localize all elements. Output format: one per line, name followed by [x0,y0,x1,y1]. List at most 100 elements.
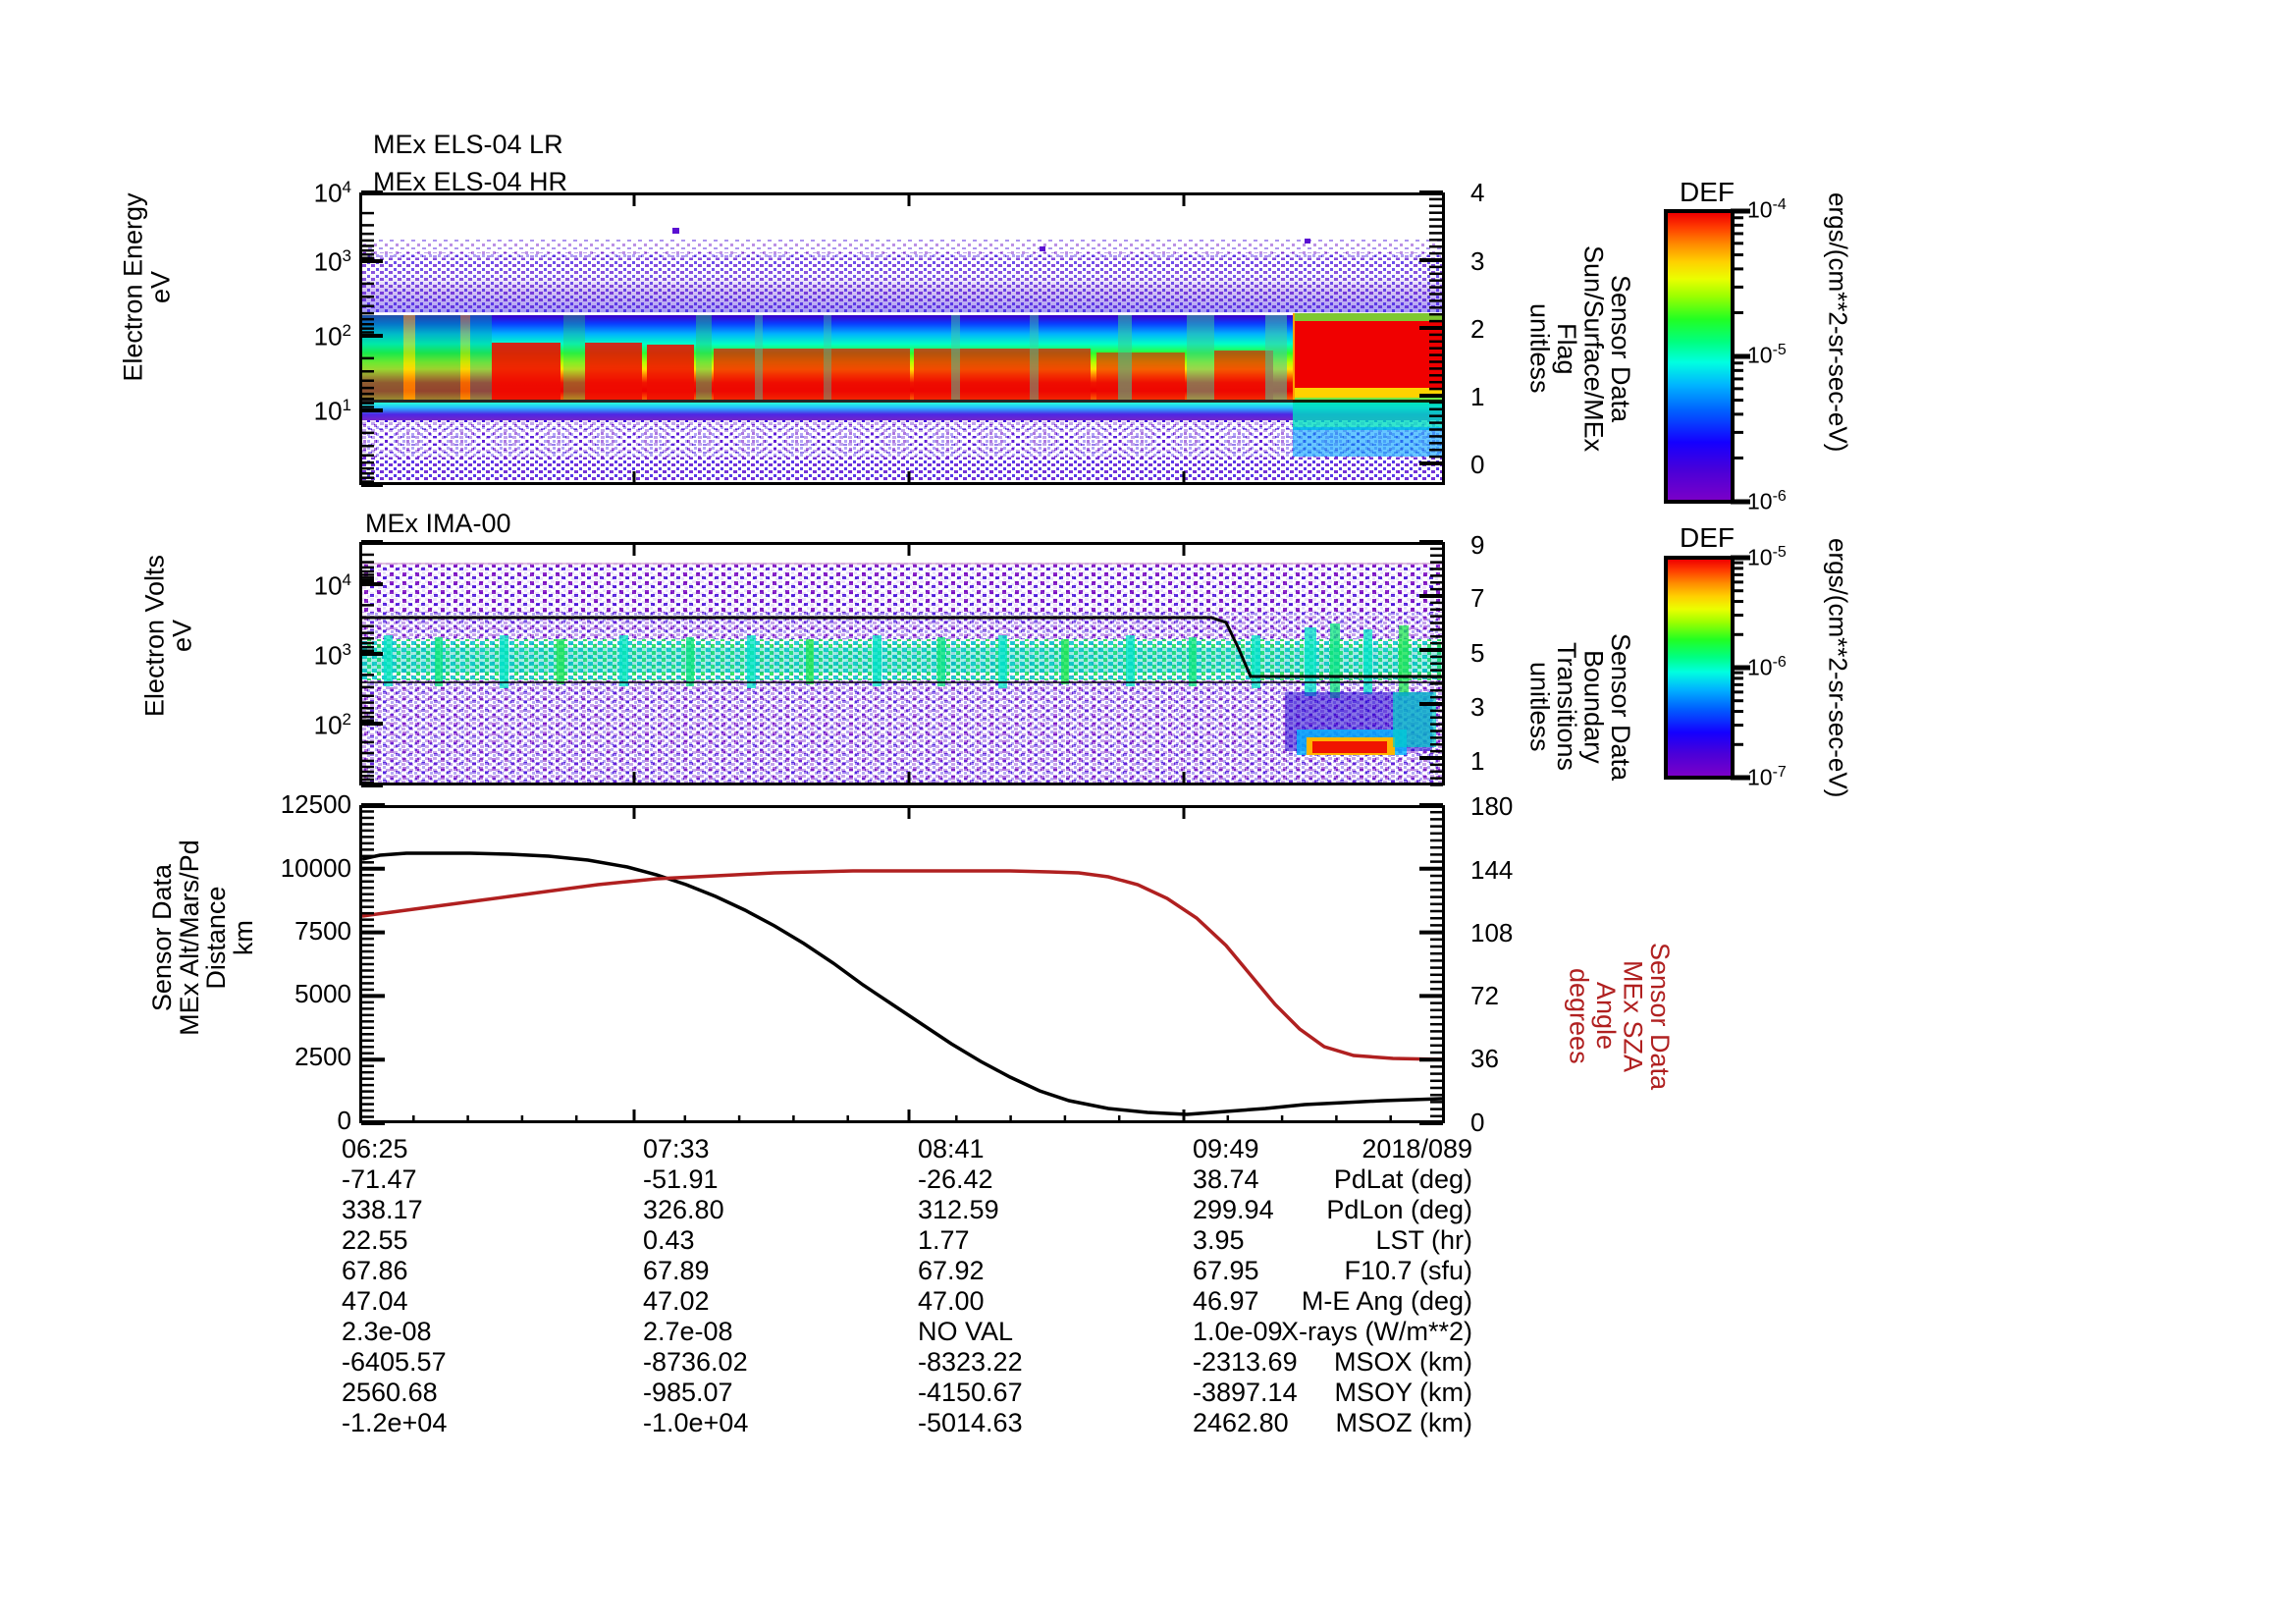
table-row: F10.7 (sfu) 67.86 67.89 67.92 67.95 [0,1256,1472,1286]
panel1-rtick-3: 3 [1470,246,1485,276]
table-cell: -1.0e+04 [643,1408,749,1437]
table-cell: 67.89 [643,1256,710,1285]
table-cell: 67.92 [918,1256,985,1285]
colorbar2-label-top: 10-5 [1747,544,1787,570]
table-row: M-E Ang (deg) 47.04 47.02 47.00 46.97 [0,1286,1472,1317]
panel1-rtick-0: 0 [1470,450,1485,479]
panel2-rtick-9: 9 [1470,530,1485,560]
table-cell: -2313.69 [1193,1347,1298,1377]
panel1-ytick-100: 102 [313,321,351,352]
table-row-label: MSOX (km) [1334,1347,1472,1377]
panel-altitude-sza-lineplot[interactable] [359,805,1445,1123]
table-row-label: MSOY (km) [1334,1378,1473,1407]
table-cell: 46.97 [1193,1286,1259,1316]
table-row-label: LST (hr) [1375,1225,1472,1255]
table-row: MSOY (km) 2560.68 -985.07 -4150.67 -3897.14 [0,1378,1472,1408]
panel1-rtick-1: 1 [1470,382,1485,411]
table-row-label: PdLat (deg) [1333,1164,1472,1194]
table-cell: -985.07 [643,1378,733,1407]
table-cell: 09:49 [1193,1134,1259,1163]
table-cell: -8736.02 [643,1347,748,1377]
series-sza [362,869,1442,1061]
table-cell: 312.59 [918,1195,999,1224]
table-cell: 38.74 [1193,1164,1259,1194]
colorbar2-gradient [1668,560,1731,776]
table-cell: 3.95 [1193,1225,1245,1255]
table-row-label: MSOZ (km) [1335,1408,1472,1437]
panel3-rtick-0: 0 [1470,1108,1485,1137]
colorbar1-label-bottom: 10-6 [1747,488,1787,514]
table-cell: 1.0e-09 [1193,1317,1283,1346]
table-cell: 08:41 [918,1134,985,1163]
panel3-ytick-12500: 12500 [280,789,351,819]
panel3-ytick-7500: 7500 [294,916,351,946]
table-cell: 22.55 [342,1225,408,1255]
table-row: PdLat (deg) -71.47 -51.91 -26.42 38.74 [0,1164,1472,1195]
panel3-rtick-36: 36 [1470,1044,1499,1073]
ephemeris-table: 2018/089 06:25 07:33 08:41 09:49 PdLat (deg) -… [0,1134,1472,1438]
table-row: MSOX (km) -6405.57 -8736.02 -8323.22 -2313.6… [0,1347,1472,1378]
panel2-title: MEx IMA-00 [365,509,511,538]
table-row: 2018/089 06:25 07:33 08:41 09:49 [0,1134,1472,1164]
panel1-ytick-10: 101 [313,396,351,426]
colorbar2-title: DEF [1680,522,1735,553]
colorbar1 [1664,209,1735,504]
table-cell: -1.2e+04 [342,1408,448,1437]
colorbar1-label-mid: 10-5 [1747,342,1787,368]
table-cell: 2.3e-08 [342,1317,432,1346]
panel2-y-axis-label: Electron Volts eV [139,554,196,718]
panel2-ytick-1000: 103 [313,640,351,671]
table-cell: 0.43 [643,1225,695,1255]
table-cell: 338.17 [342,1195,423,1224]
panel3-ytick-10000: 10000 [280,853,351,883]
series-altitude [362,851,1442,1116]
table-row: PdLon (deg) 338.17 326.80 312.59 299.94 [0,1195,1472,1225]
table-cell: NO VAL [918,1317,1014,1346]
panel1-spectrogram-image [362,195,1442,482]
panel3-ytick-0: 0 [337,1106,351,1135]
panel3-right-axis-label: Sensor Data MEx SZA Angle degrees [1564,942,1676,1091]
panel2-rtick-1: 1 [1470,746,1485,776]
panel3-y-axis-label: Sensor Data MEx Alt/Mars/Pd Distance km [146,839,258,1036]
colorbar2-unit-label: ergs/(cm**2-sr-sec-eV) [1823,538,1853,798]
panel2-ytick-10000: 104 [313,570,351,601]
colorbar1-unit-label: ergs/(cm**2-sr-sec-eV) [1823,192,1853,453]
table-cell: 47.04 [342,1286,408,1316]
table-row: MSOZ (km) -1.2e+04 -1.0e+04 -5014.63 2462.80 [0,1408,1472,1438]
table-cell: -71.47 [342,1164,417,1194]
panel2-spectrogram-image [362,545,1442,783]
table-cell: -6405.57 [342,1347,447,1377]
table-cell: -5014.63 [918,1408,1023,1437]
colorbar1-label-top: 10-4 [1747,196,1787,223]
table-cell: 299.94 [1193,1195,1274,1224]
panel1-ytick-10000: 104 [313,178,351,208]
table-cell: 2.7e-08 [643,1317,733,1346]
panel-ion-spectrogram[interactable] [359,542,1445,785]
panel-electron-energy-spectrogram[interactable] [359,192,1445,485]
table-cell: -4150.67 [918,1378,1023,1407]
table-cell: -26.42 [918,1164,993,1194]
panel1-right-tick-ladder [1445,192,1468,485]
panel2-ytick-100: 102 [313,710,351,740]
colorbar2 [1664,556,1735,780]
panel1-ytick-1000: 103 [313,246,351,277]
table-row-label: 2018/089 [1362,1134,1472,1163]
panel3-rtick-180: 180 [1470,791,1514,821]
table-row-label: F10.7 (sfu) [1344,1256,1472,1285]
table-cell: 07:33 [643,1134,710,1163]
colorbar1-title: DEF [1680,177,1735,207]
panel3-ytick-2500: 2500 [294,1042,351,1071]
panel1-title-hr: MEx ELS-04 HR [373,167,568,196]
table-cell: 2462.80 [1193,1408,1289,1437]
panel3-rtick-72: 72 [1470,981,1499,1010]
table-cell: 67.86 [342,1256,408,1285]
table-row-label: X-rays (W/m**2) [1281,1317,1472,1346]
table-cell: 67.95 [1193,1256,1259,1285]
panel2-rtick-5: 5 [1470,638,1485,668]
table-cell: -3897.14 [1193,1378,1298,1407]
panel2-rtick-3: 3 [1470,692,1485,722]
panel3-rtick-144: 144 [1470,855,1514,885]
panel2-rtick-7: 7 [1470,583,1485,613]
table-row: LST (hr) 22.55 0.43 1.77 3.95 [0,1225,1472,1256]
